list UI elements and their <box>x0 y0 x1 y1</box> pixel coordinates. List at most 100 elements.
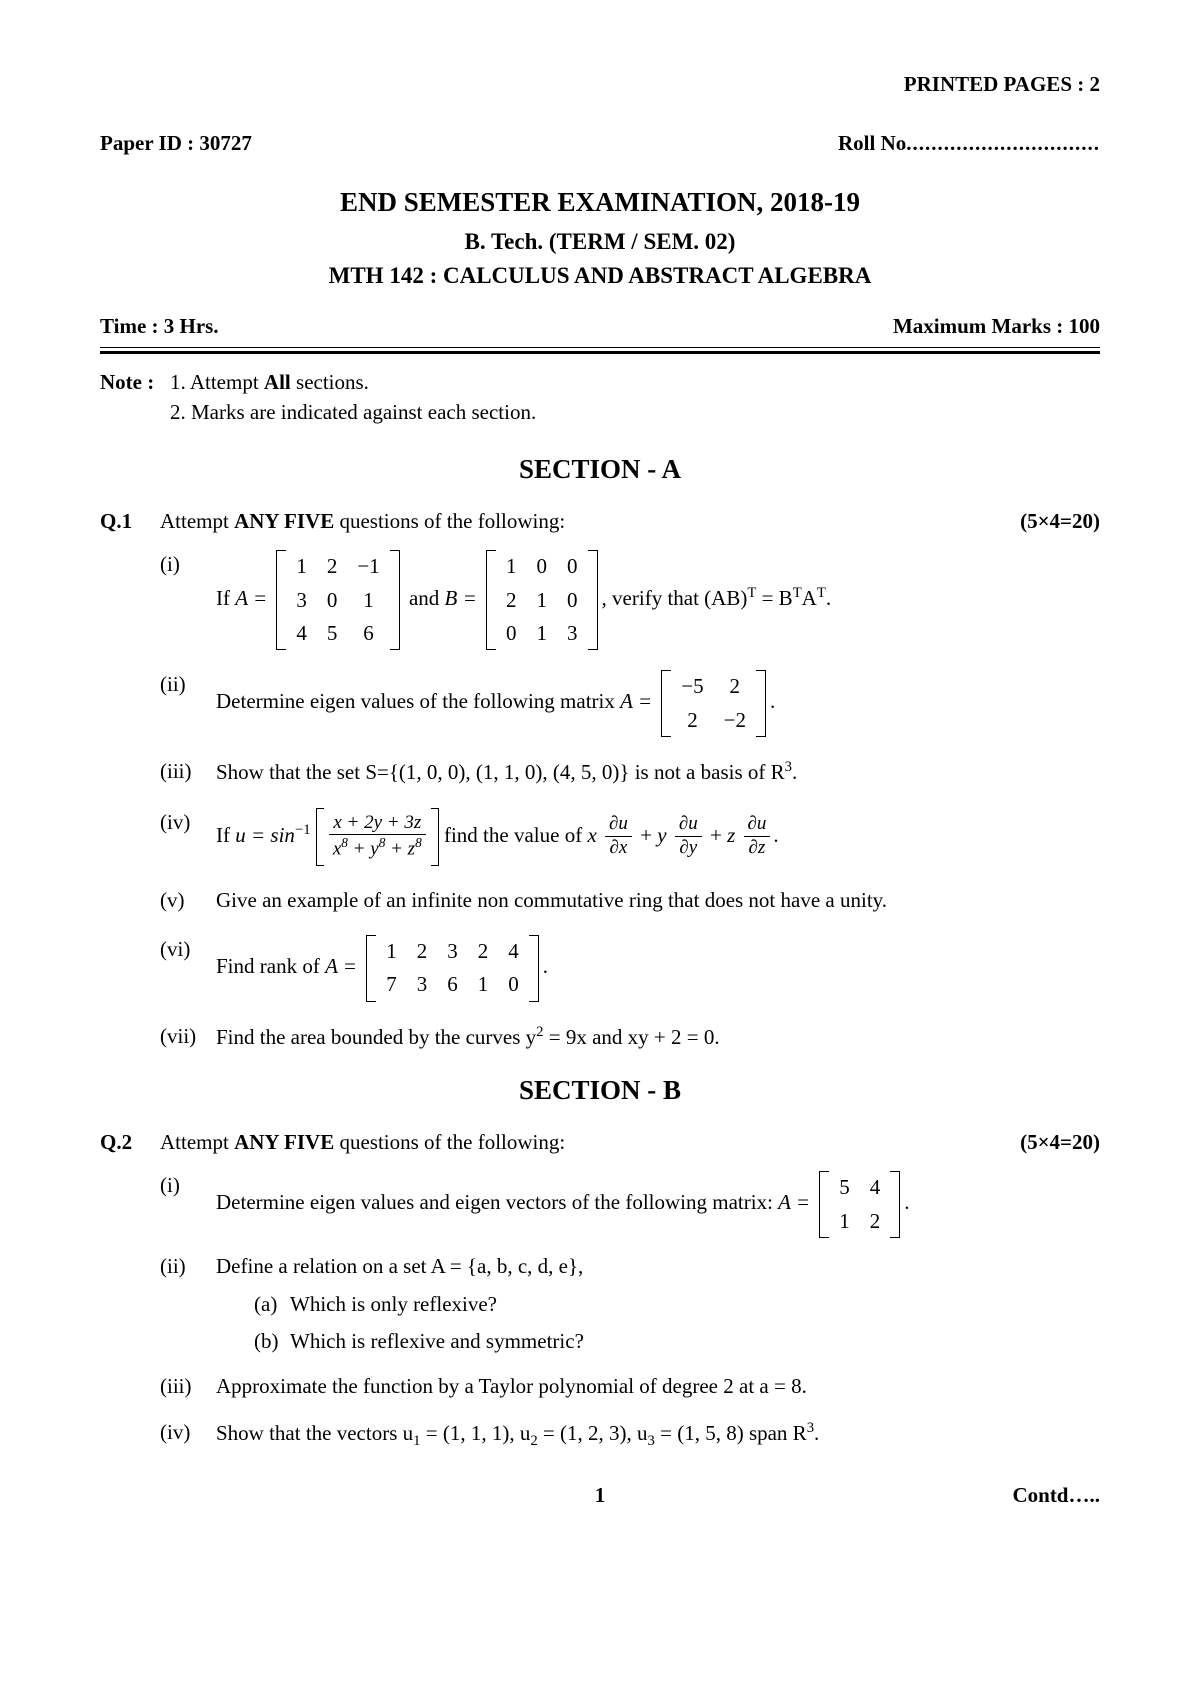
section-b-title: SECTION - B <box>100 1072 1100 1110</box>
a-iv-frac: x + 2y + 3z x8 + y8 + z8 <box>329 812 426 862</box>
q2-prompt: Attempt ANY FIVE questions of the follow… <box>160 1128 1000 1157</box>
b-iv-body: Show that the vectors u1 = (1, 1, 1), u2… <box>216 1418 1100 1452</box>
course-title: MTH 142 : CALCULUS AND ABSTRACT ALGEBRA <box>100 260 1100 292</box>
roll-no: Roll No............................... <box>838 129 1100 158</box>
program-title: B. Tech. (TERM / SEM. 02) <box>100 226 1100 258</box>
a-iv-den: x8 + y8 + z8 <box>329 835 426 861</box>
a-i-t4: = B <box>756 586 792 610</box>
a-i-sup1: T <box>747 585 756 601</box>
a-i-t1: If <box>216 586 235 610</box>
b-ii-b-text: Which is reflexive and symmetric? <box>290 1327 584 1356</box>
a-i-t6: . <box>826 586 831 610</box>
a-iii-label: (iii) <box>160 757 216 786</box>
info-row: Time : 3 Hrs. Maximum Marks : 100 <box>100 312 1100 341</box>
a-v-label: (v) <box>160 886 216 915</box>
note1-suffix: sections. <box>291 370 369 394</box>
a-vii-t2: = 9x and xy + 2 = 0. <box>544 1025 720 1049</box>
a-iii: (iii) Show that the set S={(1, 0, 0), (1… <box>100 757 1100 787</box>
a-iv-t1: If <box>216 822 235 846</box>
a-iii-text: Show that the set S={(1, 0, 0), (1, 1, 0… <box>216 760 785 784</box>
title-block: END SEMESTER EXAMINATION, 2018-19 B. Tec… <box>100 184 1100 292</box>
time-label: Time : 3 Hrs. <box>100 312 219 341</box>
divider-thin <box>100 347 1100 348</box>
page-number: 1 <box>200 1481 1000 1510</box>
footer: 1 Contd….. <box>100 1481 1100 1510</box>
q1-marks: (5×4=20) <box>1020 507 1100 536</box>
q1-prefix: Attempt <box>160 509 234 533</box>
a-i-sup3: T <box>817 585 826 601</box>
b-iii: (iii) Approximate the function by a Tayl… <box>100 1372 1100 1401</box>
a-iii-dot: . <box>792 760 797 784</box>
a-vii-label: (vii) <box>160 1022 216 1051</box>
a-vi-dot: . <box>543 954 548 978</box>
q1-bold: ANY FIVE <box>234 509 334 533</box>
a-ii: (ii) Determine eigen values of the follo… <box>100 670 1100 737</box>
note1-bold: All <box>264 370 291 394</box>
a-ii-aeq: A = <box>620 690 652 714</box>
a-iv-z: z <box>727 822 735 846</box>
a-v-body: Give an example of an infinite non commu… <box>216 886 1100 915</box>
a-i-beq: B = <box>445 586 477 610</box>
note-label: Note : <box>100 368 170 397</box>
b-ii-a-label: (a) <box>254 1290 290 1319</box>
b-iv-dot: . <box>814 1421 819 1445</box>
roll-no-dots: ............................... <box>906 131 1100 155</box>
a-ii-label: (ii) <box>160 670 216 699</box>
a-iv-dz: ∂u∂z <box>744 813 771 860</box>
b-ii: (ii) Define a relation on a set A = {a, … <box>100 1252 1100 1362</box>
q2-row: Q.2 Attempt ANY FIVE questions of the fo… <box>100 1128 1100 1157</box>
q1-suffix: questions of the following: <box>334 509 565 533</box>
a-vii-sup: 2 <box>536 1024 543 1040</box>
b-iv-t4: = (1, 5, 8) span R <box>655 1421 807 1445</box>
b-ii-b-label: (b) <box>254 1327 290 1356</box>
paper-id: Paper ID : 30727 <box>100 129 252 158</box>
b-ii-a-text: Which is only reflexive? <box>290 1290 497 1319</box>
a-iv-ueq: u = sin <box>235 822 295 846</box>
b-iv-s3: 3 <box>648 1433 655 1449</box>
b-ii-text: Define a relation on a set A = {a, b, c,… <box>216 1252 1100 1281</box>
a-iv-body: If u = sin−1 x + 2y + 3z x8 + y8 + z8 fi… <box>216 808 1100 866</box>
a-ii-dot: . <box>770 690 775 714</box>
a-vi-aeq: A = <box>325 954 357 978</box>
b-i-dot: . <box>904 1191 909 1215</box>
b-ii-a: (a) Which is only reflexive? <box>216 1290 1100 1319</box>
matrix-b: 100 210 013 <box>486 550 598 650</box>
b-i-aeq: A = <box>778 1191 810 1215</box>
divider-thick <box>100 351 1100 354</box>
a-iv-dx: ∂u∂x <box>605 813 632 860</box>
b-i-label: (i) <box>160 1171 216 1200</box>
a-iv-y: y <box>657 822 666 846</box>
a-iv-x: x <box>587 822 596 846</box>
a-iv-num: x + 2y + 3z <box>329 812 426 836</box>
a-i-body: If A = 12−1 301 456 and B = 100 210 013 … <box>216 550 1100 650</box>
a-iv-inv: −1 <box>295 821 311 837</box>
a-i-aeq: A = <box>235 586 267 610</box>
note-block: Note : 1. Attempt All sections. 2. Marks… <box>100 368 1100 427</box>
q1-row: Q.1 Attempt ANY FIVE questions of the fo… <box>100 507 1100 536</box>
q2-bold: ANY FIVE <box>234 1130 334 1154</box>
max-marks-label: Maximum Marks : 100 <box>893 312 1100 341</box>
a-iv-label: (iv) <box>160 808 216 837</box>
b-iv-sup: 3 <box>807 1420 814 1436</box>
b-ii-b: (b) Which is reflexive and symmetric? <box>216 1327 1100 1356</box>
note-1: 1. Attempt All sections. <box>170 368 369 397</box>
matrix-a: 12−1 301 456 <box>276 550 399 650</box>
b-ii-body: Define a relation on a set A = {a, b, c,… <box>216 1252 1100 1362</box>
a-vi-matrix: 12324 73610 <box>366 935 539 1002</box>
section-a-title: SECTION - A <box>100 451 1100 489</box>
printed-pages: PRINTED PAGES : 2 <box>100 70 1100 99</box>
q1-num: Q.1 <box>100 507 160 536</box>
b-i: (i) Determine eigen values and eigen vec… <box>100 1171 1100 1238</box>
a-iv-bracket: x + 2y + 3z x8 + y8 + z8 <box>316 808 439 866</box>
note1-prefix: 1. Attempt <box>170 370 264 394</box>
b-ii-label: (ii) <box>160 1252 216 1281</box>
a-vii-t1: Find the area bounded by the curves y <box>216 1025 536 1049</box>
a-iv-p2: + <box>710 822 727 846</box>
a-v: (v) Give an example of an infinite non c… <box>100 886 1100 915</box>
a-ii-t1: Determine eigen values of the following … <box>216 690 620 714</box>
contd-label: Contd….. <box>1000 1481 1100 1510</box>
a-iv: (iv) If u = sin−1 x + 2y + 3z x8 + y8 + … <box>100 808 1100 866</box>
a-iv-dy: ∂u∂y <box>675 813 702 860</box>
b-iv-t2: = (1, 1, 1), u <box>420 1421 530 1445</box>
a-iv-dot: . <box>773 822 778 846</box>
